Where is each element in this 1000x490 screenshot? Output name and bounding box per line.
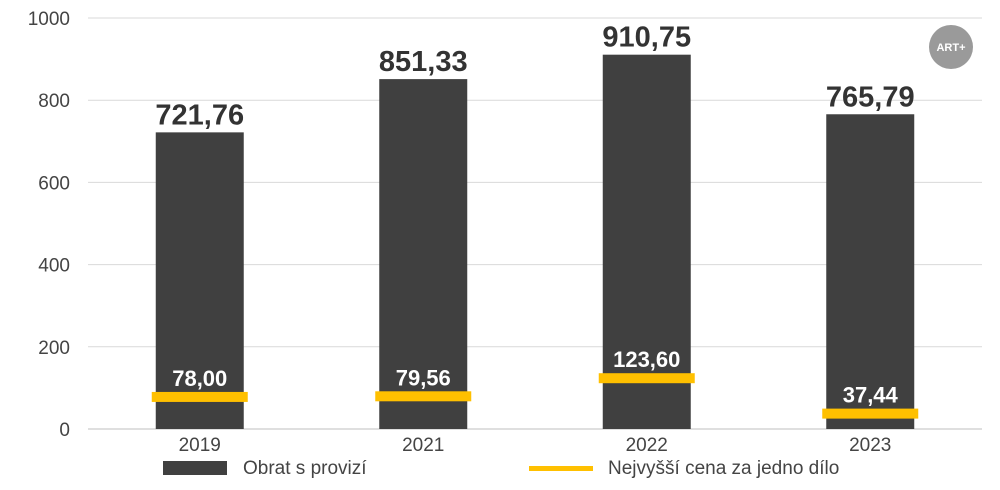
marker-series: 78,00 79,56 123,60 37,44	[151, 347, 919, 419]
marker	[375, 391, 472, 402]
x-tick-label: 2019	[179, 435, 221, 456]
x-tick-label: 2022	[626, 435, 668, 456]
legend-label-marker: Nejvyšší cena za jedno dílo	[608, 458, 839, 479]
y-tick-label: 0	[59, 420, 70, 441]
legend-swatch-marker	[529, 466, 593, 471]
bar-series: 721,76 851,33 910,75 765,79	[155, 22, 915, 430]
bar	[826, 114, 915, 429]
marker-data-label: 123,60	[613, 347, 680, 372]
y-axis-ticks: 0 200 400 600 800 1000	[28, 9, 70, 441]
bar-data-label: 851,33	[379, 46, 468, 78]
y-tick-label: 600	[38, 173, 70, 194]
logo-badge: ART+	[929, 25, 973, 69]
bar	[602, 54, 691, 429]
marker	[598, 373, 695, 384]
y-tick-label: 400	[38, 256, 70, 277]
legend-swatch-bar	[163, 461, 227, 475]
legend-label-bar: Obrat s provizí	[243, 458, 367, 479]
bar-data-label: 765,79	[826, 81, 915, 113]
bar-data-label: 910,75	[602, 22, 691, 54]
logo-text: ART+	[936, 42, 965, 54]
legend: Obrat s provizí Nejvyšší cena za jedno d…	[163, 458, 839, 479]
x-axis-ticks: 2019 2021 2022 2023	[179, 435, 892, 456]
bar	[155, 132, 244, 430]
logo-circle	[929, 25, 973, 69]
marker-data-label: 79,56	[396, 365, 451, 390]
marker-data-label: 78,00	[172, 366, 227, 391]
marker-data-label: 37,44	[843, 383, 899, 408]
y-tick-label: 800	[38, 91, 70, 112]
y-tick-label: 1000	[28, 9, 70, 30]
bar	[379, 79, 468, 430]
bar-data-label: 721,76	[155, 99, 244, 131]
x-tick-label: 2023	[849, 435, 891, 456]
marker	[822, 408, 919, 419]
y-tick-label: 200	[38, 338, 70, 359]
marker	[151, 391, 248, 402]
x-tick-label: 2021	[402, 435, 444, 456]
